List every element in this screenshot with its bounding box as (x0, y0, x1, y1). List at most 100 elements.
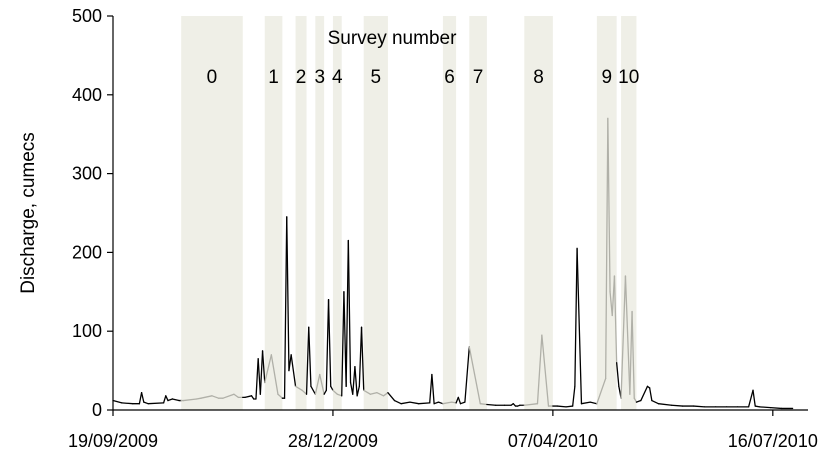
series-segment-64 (387, 392, 396, 402)
survey-band-8 (524, 16, 553, 410)
series-segment-110 (624, 275, 631, 395)
series-segment-4 (140, 392, 145, 403)
series-segment-113 (633, 397, 638, 403)
series-segment-34 (286, 216, 290, 372)
series-segment-26 (257, 358, 262, 395)
series-segment-61 (369, 392, 378, 395)
series-segment-7 (162, 395, 167, 404)
series-segment-94 (556, 405, 567, 408)
x-tick-label: 19/09/2009 (68, 431, 158, 451)
series-segment-90 (536, 334, 543, 405)
series-segment-8 (165, 395, 169, 402)
series-segment-76 (457, 396, 462, 405)
series-segment-99 (580, 401, 591, 405)
y-axis-label: Discharge, cumecs (18, 132, 39, 294)
series-segment-77 (459, 401, 466, 405)
series-segment-106 (613, 275, 618, 364)
series-segment-128 (752, 389, 756, 407)
series-segment-80 (479, 403, 488, 406)
survey-bands (181, 16, 637, 410)
series-segment-55 (352, 366, 356, 395)
series-segment-122 (692, 405, 706, 408)
series-segment-65 (393, 399, 402, 405)
series-segment-59 (360, 326, 365, 391)
series-segment-41 (310, 385, 316, 395)
series-segment-72 (437, 401, 444, 405)
series-segment-112 (631, 310, 635, 399)
series-segment-42 (314, 373, 321, 395)
series-segment-31 (277, 393, 284, 399)
survey-band-7 (469, 16, 487, 410)
series-segment-71 (433, 401, 440, 405)
survey-label-1: 1 (268, 67, 279, 88)
series-segment-44 (323, 389, 327, 395)
survey-band-labels: 0 1 2 3 4 5 6 7 8 9 10 (207, 67, 640, 88)
series-segment-0 (112, 399, 123, 404)
series-segment-47 (330, 385, 334, 391)
series-segment-9 (167, 398, 174, 402)
series-segment-38 (301, 389, 308, 395)
survey-band-5 (363, 16, 388, 410)
series-segment-102 (605, 117, 609, 380)
series-segment-45 (325, 299, 330, 391)
series-segment-18 (222, 393, 235, 399)
series-segment-111 (629, 310, 633, 395)
y-tick-label: 100 (72, 321, 102, 341)
series-segment-95 (565, 405, 574, 408)
series-segment-22 (244, 395, 253, 399)
series-segment-127 (747, 389, 754, 408)
series-segment-120 (670, 404, 684, 407)
series-segment-81 (486, 403, 497, 406)
series-segment-119 (657, 403, 673, 406)
series-segment-118 (651, 399, 660, 405)
series-segment-78 (464, 346, 470, 403)
series-segment-13 (182, 398, 198, 402)
series-segment-3 (138, 392, 143, 405)
axes (112, 16, 808, 411)
survey-band-6 (442, 16, 457, 410)
series-segment-107 (616, 362, 620, 388)
series-segment-115 (640, 385, 649, 402)
series-segment-14 (195, 397, 202, 400)
x-tick-label: 16/07/2010 (728, 431, 818, 451)
series-segment-91 (541, 334, 550, 407)
series-segment-98 (576, 247, 583, 405)
series-segment-37 (294, 385, 303, 391)
survey-band-3 (315, 16, 325, 410)
series-segment-25 (255, 358, 259, 400)
series-segment-10 (171, 398, 180, 402)
series-segment-130 (758, 406, 772, 409)
series-segment-1 (121, 402, 134, 405)
series-segment-6 (147, 402, 165, 405)
series-segment-67 (409, 401, 420, 405)
series-segment-58 (358, 326, 363, 388)
y-tick-label: 500 (72, 6, 102, 26)
survey-label-6: 6 (444, 67, 455, 88)
y-ticks: 0 100 200 300 400 500 (72, 6, 113, 420)
series-segment-100 (589, 401, 598, 405)
series-segment-62 (376, 392, 385, 397)
y-tick-label: 300 (72, 164, 102, 184)
survey-label-3: 3 (314, 67, 325, 88)
series-segment-29 (264, 354, 273, 384)
survey-label-5: 5 (371, 67, 382, 88)
series-segment-60 (363, 389, 371, 395)
survey-label-10: 10 (618, 67, 639, 88)
survey-label-0: 0 (207, 67, 218, 88)
series-segment-73 (442, 401, 453, 405)
series-segment-43 (319, 373, 325, 395)
series-segment-27 (259, 350, 264, 395)
series-segment-19 (233, 393, 240, 399)
series-segment-30 (270, 354, 279, 395)
series-segment-131 (769, 406, 783, 410)
series-segment-70 (431, 373, 435, 405)
series-segment-5 (143, 401, 149, 405)
series-segment-33 (283, 216, 288, 399)
survey-label-7: 7 (473, 67, 484, 88)
series-segment-79 (468, 346, 481, 405)
series-segment-48 (332, 389, 338, 395)
x-ticks: 19/09/2009 28/12/2009 07/04/2010 16/07/2010 (68, 410, 818, 451)
series-segment-57 (356, 385, 360, 397)
series-segment-28 (261, 350, 266, 384)
series-segment-129 (754, 405, 761, 408)
